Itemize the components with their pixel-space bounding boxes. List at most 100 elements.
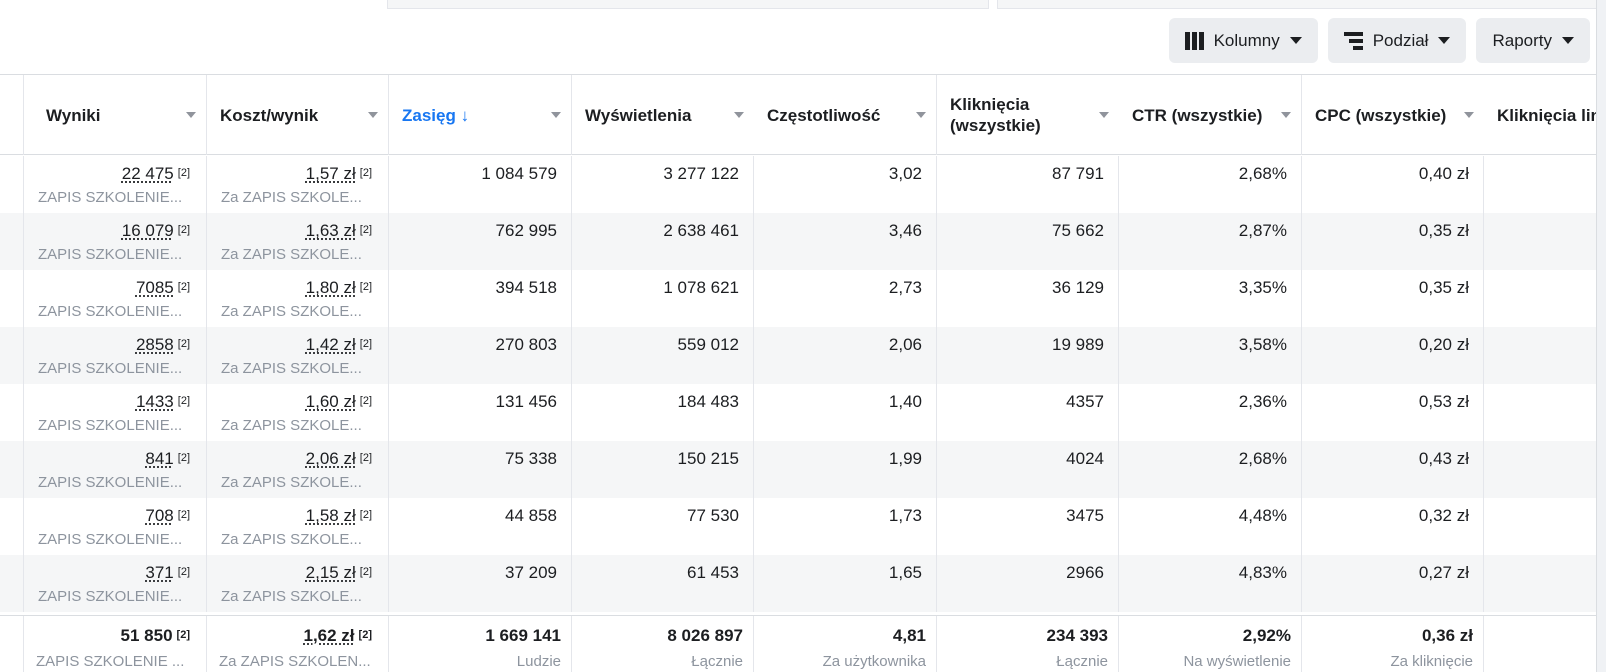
chevron-down-icon (1438, 37, 1451, 44)
cell-impressions: 150 215 (572, 441, 754, 498)
cell-reach: 394 518 (389, 270, 572, 327)
cell-clicks-all: 19 989 (937, 327, 1119, 384)
cell-cost-per-result: 2,15 zł [2] Za ZAPIS SZKOLE... (207, 555, 389, 612)
cell-cost-per-result: 2,06 zł [2] Za ZAPIS SZKOLE... (207, 441, 389, 498)
cell-clicks-all: 75 662 (937, 213, 1119, 270)
cell-reach: 44 858 (389, 498, 572, 555)
cell-results: 2858 [2] ZAPIS SZKOLENIE... (24, 327, 207, 384)
sort-dropdown-icon[interactable] (1464, 112, 1474, 118)
breakdown-button-label: Podział (1372, 30, 1429, 50)
sort-dropdown-icon[interactable] (551, 112, 561, 118)
chevron-down-icon (1562, 37, 1574, 44)
cell-results: 708 [2] ZAPIS SZKOLENIE... (24, 498, 207, 555)
cell-cpc-all: 0,53 zł (1302, 384, 1484, 441)
cell-clicks-all: 4357 (937, 384, 1119, 441)
table-header: Wyniki Koszt/wynik Zasięg ↓ Wyświetlenia… (0, 75, 1596, 155)
cell-impressions: 77 530 (572, 498, 754, 555)
total-cost-per-result: 1,62 zł [2] Za ZAPIS SZKOLEN... (207, 616, 389, 672)
cell-ctr-all: 4,83% (1119, 555, 1302, 612)
sort-dropdown-icon[interactable] (734, 112, 744, 118)
header-clicks-all[interactable]: Kliknięcia (wszystkie) (937, 75, 1119, 155)
cell-cpc-all: 0,27 zł (1302, 555, 1484, 612)
header-impressions[interactable]: Wyświetlenia (572, 75, 754, 155)
cell-cpc-all: 0,35 zł (1302, 213, 1484, 270)
cell-clicks-all: 4024 (937, 441, 1119, 498)
cell-results: 371 [2] ZAPIS SZKOLENIE... (24, 555, 207, 612)
cell-cpc-all: 0,40 zł (1302, 156, 1484, 213)
cell-results: 1433 [2] ZAPIS SZKOLENIE... (24, 384, 207, 441)
cell-cost-per-result: 1,57 zł [2] Za ZAPIS SZKOLE... (207, 156, 389, 213)
cell-cost-per-result: 1,42 zł [2] Za ZAPIS SZKOLE... (207, 327, 389, 384)
cell-impressions: 2 638 461 (572, 213, 754, 270)
table-row[interactable]: 7085 [2] ZAPIS SZKOLENIE... 1,80 zł [2] Za ZA… (0, 270, 1596, 327)
sort-dropdown-icon[interactable] (916, 112, 926, 118)
table-row[interactable]: 371 [2] ZAPIS SZKOLENIE... 2,15 zł [2] Za ZAP… (0, 555, 1596, 612)
cell-cost-per-result: 1,80 zł [2] Za ZAPIS SZKOLE... (207, 270, 389, 327)
cell-ctr-all: 3,58% (1119, 327, 1302, 384)
total-clicks-all: 234 393 Łącznie (937, 616, 1119, 672)
total-ctr-all: 2,92% Na wyświetlenie (1119, 616, 1302, 672)
cell-cost-per-result: 1,63 zł [2] Za ZAPIS SZKOLE... (207, 213, 389, 270)
columns-icon (1184, 31, 1205, 50)
cell-ctr-all: 2,68% (1119, 156, 1302, 213)
table-row[interactable]: 841 [2] ZAPIS SZKOLENIE... 2,06 zł [2] Za ZAP… (0, 441, 1596, 498)
total-frequency: 4,81 Za użytkownika (754, 616, 937, 672)
ads-data-table: Wyniki Koszt/wynik Zasięg ↓ Wyświetlenia… (0, 74, 1596, 672)
cell-cost-per-result: 1,58 zł [2] Za ZAPIS SZKOLE... (207, 498, 389, 555)
total-impressions: 8 026 897 Łącznie (572, 616, 754, 672)
table-row[interactable]: 708 [2] ZAPIS SZKOLENIE... 1,58 zł [2] Za ZAP… (0, 498, 1596, 555)
chevron-down-icon (1289, 37, 1302, 44)
header-cpc-all[interactable]: CPC (wszystkie) (1302, 75, 1484, 155)
cell-cost-per-result: 1,60 zł [2] Za ZAPIS SZKOLE... (207, 384, 389, 441)
cell-frequency: 1,40 (754, 384, 937, 441)
cell-results: 841 [2] ZAPIS SZKOLENIE... (24, 441, 207, 498)
panel-edge (997, 0, 1597, 9)
cell-results: 7085 [2] ZAPIS SZKOLENIE... (24, 270, 207, 327)
cell-reach: 75 338 (389, 441, 572, 498)
cell-impressions: 184 483 (572, 384, 754, 441)
sort-dropdown-icon[interactable] (1099, 112, 1109, 118)
cell-frequency: 1,73 (754, 498, 937, 555)
header-frequency[interactable]: Częstotliwość (754, 75, 937, 155)
cell-ctr-all: 2,68% (1119, 441, 1302, 498)
table-row[interactable]: 22 475 [2] ZAPIS SZKOLENIE... 1,57 zł [2] Za … (0, 156, 1596, 213)
cell-cpc-all: 0,43 zł (1302, 441, 1484, 498)
total-reach: 1 669 141 Ludzie (389, 616, 572, 672)
total-results: 51 850 [2] ZAPIS SZKOLENIE ... (24, 616, 207, 672)
total-cpc-all: 0,36 zł Za kliknięcie (1302, 616, 1484, 672)
cell-impressions: 1 078 621 (572, 270, 754, 327)
breakdown-button[interactable]: Podział (1327, 18, 1467, 63)
panel-edge (387, 0, 989, 9)
cell-frequency: 2,73 (754, 270, 937, 327)
cell-ctr-all: 2,87% (1119, 213, 1302, 270)
cell-ctr-all: 4,48% (1119, 498, 1302, 555)
header-reach[interactable]: Zasięg ↓ (389, 75, 572, 155)
table-row[interactable]: 1433 [2] ZAPIS SZKOLENIE... 1,60 zł [2] Za ZA… (0, 384, 1596, 441)
header-results[interactable]: Wyniki (24, 75, 207, 155)
cell-frequency: 1,99 (754, 441, 937, 498)
cell-frequency: 1,65 (754, 555, 937, 612)
sort-dropdown-icon[interactable] (368, 112, 378, 118)
header-cost-per-result[interactable]: Koszt/wynik (207, 75, 389, 155)
cell-reach: 131 456 (389, 384, 572, 441)
header-link-clicks[interactable]: Kliknięcia linku (1497, 105, 1596, 125)
cell-cpc-all: 0,35 zł (1302, 270, 1484, 327)
vertical-scrollbar[interactable] (1596, 0, 1606, 672)
cell-results: 22 475 [2] ZAPIS SZKOLENIE... (24, 156, 207, 213)
cell-cpc-all: 0,32 zł (1302, 498, 1484, 555)
header-ctr-all[interactable]: CTR (wszystkie) (1119, 75, 1302, 155)
columns-button-label: Kolumny (1213, 30, 1280, 50)
cell-frequency: 3,02 (754, 156, 937, 213)
cell-ctr-all: 3,35% (1119, 270, 1302, 327)
sort-dropdown-icon[interactable] (1281, 112, 1291, 118)
table-row[interactable]: 16 079 [2] ZAPIS SZKOLENIE... 1,63 zł [2] Za … (0, 213, 1596, 270)
reports-button[interactable]: Raporty (1476, 18, 1590, 63)
cell-cpc-all: 0,20 zł (1302, 327, 1484, 384)
cell-impressions: 559 012 (572, 327, 754, 384)
table-row[interactable]: 2858 [2] ZAPIS SZKOLENIE... 1,42 zł [2] Za ZA… (0, 327, 1596, 384)
sort-dropdown-icon[interactable] (186, 112, 196, 118)
totals-row: 51 850 [2] ZAPIS SZKOLENIE ... 1,62 zł [2]… (0, 615, 1596, 672)
cell-impressions: 3 277 122 (572, 156, 754, 213)
columns-button[interactable]: Kolumny (1168, 18, 1318, 63)
header-spacer (0, 75, 24, 155)
